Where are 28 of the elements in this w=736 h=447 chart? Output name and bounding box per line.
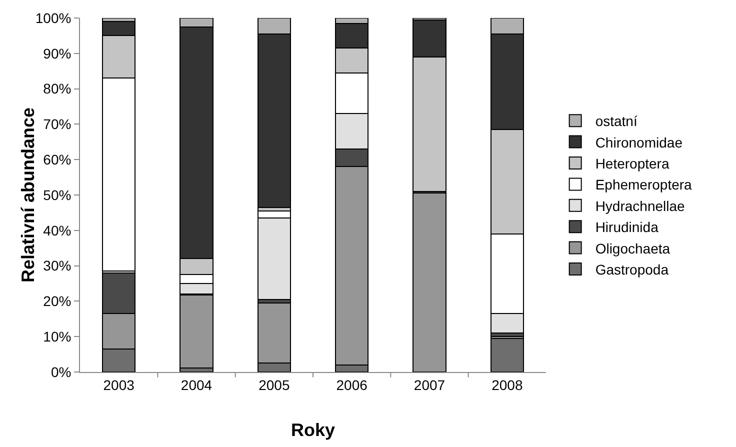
y-tick-label: 90% — [43, 45, 72, 62]
x-tick-label: 2007 — [414, 376, 446, 393]
y-tick-label: 10% — [43, 328, 72, 344]
y-tick-label: 40% — [43, 222, 72, 238]
legend-label: Oligochaeta — [595, 240, 670, 256]
y-tick-label: 70% — [43, 116, 72, 132]
bar — [490, 338, 524, 372]
y-tick-label: 60% — [43, 152, 72, 168]
y-tick-label: 0% — [50, 364, 72, 380]
legend-label: Hydrachnellae — [595, 198, 686, 214]
x-tick-label: 2003 — [103, 376, 135, 393]
x-tick-label: 2008 — [492, 376, 523, 393]
y-tick-label: 50% — [43, 186, 72, 203]
legend-label: Chironomidae — [595, 134, 683, 150]
legend-label: Ephemeroptera — [595, 176, 692, 193]
y-tick-label: 80% — [43, 80, 72, 97]
x-tick-label: 2005 — [258, 376, 290, 393]
x-axis-title: Roky — [290, 420, 336, 440]
legend-label: Hirudinida — [595, 219, 659, 236]
x-tick-label: 2006 — [336, 376, 368, 393]
y-axis-title: Relativní abundance — [18, 107, 38, 283]
y-tick-label: 100% — [35, 10, 72, 26]
legend-label: Heteroptera — [595, 155, 670, 172]
y-tick-label: 20% — [43, 293, 72, 310]
y-tick-label: 30% — [43, 258, 72, 274]
x-tick-label: 2004 — [180, 376, 212, 393]
legend-label: ostatní — [595, 113, 638, 130]
legend-label: Gastropoda — [595, 261, 669, 278]
